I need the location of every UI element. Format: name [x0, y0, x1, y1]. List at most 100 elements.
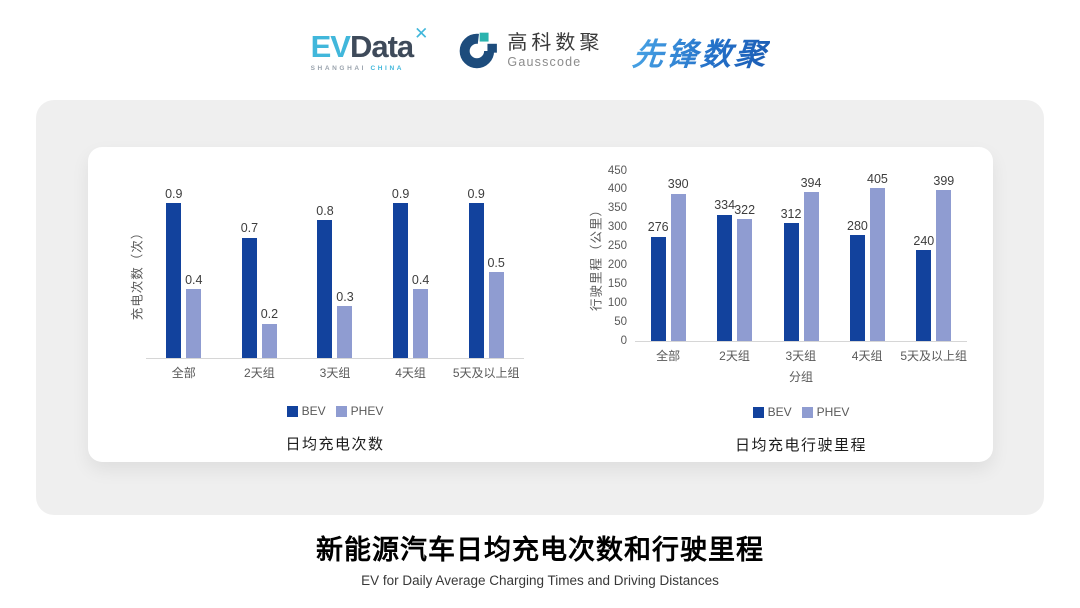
bar-column: 390: [667, 172, 689, 341]
bar-bev: [849, 235, 865, 341]
category-label: 4天组: [851, 349, 883, 363]
bar-column: 280: [847, 172, 868, 341]
legend-label: PHEV: [350, 404, 384, 418]
y-tick-label: 250: [607, 240, 627, 253]
legend-swatch: [286, 405, 298, 417]
bar-value-label: 0.2: [260, 307, 279, 322]
bar-value-label: 0.7: [240, 221, 259, 236]
axis-and-legend: 全部 2天组 3天组 4天组 5天及以上组 分组 BEV PHEV 日均充电行驶里程: [635, 342, 967, 455]
y-tick-label: 200: [607, 258, 627, 271]
bar-group: 0.7 0.2: [222, 187, 298, 358]
bar-column: 240: [913, 172, 934, 341]
legend: BEV PHEV: [635, 405, 967, 419]
category-label: 3天组: [785, 349, 817, 363]
footer: 新能源汽车日均充电次数和行驶里程 EV for Daily Average Ch…: [0, 528, 1080, 588]
bar-phev: [186, 289, 202, 358]
evdata-data-text: Data: [349, 28, 414, 64]
chart-daily-charging-times: 充电次数（次） 0.9 0.4 0.7 0.2 0.8 0.3 0.9 0.4 0.9 0.5 全部 2…: [126, 147, 524, 462]
gausscode-en-text: Gausscode: [507, 55, 582, 70]
bar-column: 322: [734, 172, 756, 341]
poster-subtitle: EV for Daily Average Charging Times and …: [361, 573, 719, 588]
bar-bev: [317, 220, 333, 358]
bar-phev: [413, 289, 429, 358]
charts-card: 充电次数（次） 0.9 0.4 0.7 0.2 0.8 0.3 0.9 0.4 0.9 0.5 全部 2…: [88, 147, 993, 462]
category-axis: 全部 2天组 3天组 4天组 5天及以上组: [146, 364, 524, 381]
bar-value-label: 0.4: [411, 272, 430, 287]
bar-value-label: 399: [933, 173, 955, 188]
legend-label: PHEV: [816, 405, 850, 419]
bar-group: 0.8 0.3: [297, 187, 373, 358]
y-tick-label: 0: [620, 334, 627, 347]
y-axis-ticks: 0 50 100 150 200 250 300 350 400 450: [605, 165, 635, 346]
bar-column: 0.9: [391, 186, 410, 358]
bar-value-label: 0.9: [391, 186, 410, 201]
y-axis-label: 行驶里程（公里）: [585, 172, 605, 342]
bar-column: 0.9: [165, 186, 183, 358]
legend-item-bev: BEV: [752, 405, 792, 419]
plot-row: 充电次数（次） 0.9 0.4 0.7 0.2 0.8 0.3 0.9 0.4 0.9 0.5: [126, 187, 524, 359]
category-label: 2天组: [719, 349, 750, 363]
y-axis-label-text: 充电次数（次）: [130, 225, 145, 321]
chart-title: 日均充电次数: [285, 436, 385, 453]
bar-group: 240 399: [901, 172, 967, 341]
bar-column: 0.4: [185, 187, 203, 358]
bar-value-label: 394: [800, 175, 822, 190]
axis-and-legend: 全部 2天组 3天组 4天组 5天及以上组 BEV PHEV 日均充电次数: [146, 359, 524, 454]
bar-phev: [261, 323, 277, 358]
bar-bev: [241, 237, 257, 358]
y-axis-label: 充电次数（次）: [126, 187, 146, 359]
bar-column: 0.8: [316, 187, 334, 358]
evdata-logo: EV Data ✕ SHANGHAI CHINA: [310, 25, 429, 72]
evdata-ev-text: EV: [310, 28, 351, 64]
category-label: 2天组: [244, 366, 275, 380]
poster-title: 新能源汽车日均充电次数和行驶里程: [316, 535, 764, 565]
bar-value-label: 280: [847, 218, 868, 233]
y-tick-label: 100: [607, 296, 627, 309]
bar-phev: [936, 190, 952, 341]
bar-bev: [916, 250, 932, 341]
bar-value-label: 390: [667, 177, 689, 192]
y-tick-label: 150: [607, 277, 627, 290]
bar-phev: [869, 188, 885, 341]
x-axis-label: 分组: [788, 370, 813, 384]
y-tick-label: 350: [607, 202, 627, 215]
legend-label: BEV: [767, 405, 792, 419]
chart-daily-driving-distance: 行驶里程（公里） 0 50 100 150 200 250 300 350 400 450 276 39…: [585, 147, 967, 462]
bar-group: 276 390: [635, 172, 701, 341]
bar-group: 280 405: [834, 172, 900, 341]
legend-swatch: [335, 405, 347, 417]
bar-phev: [670, 193, 686, 341]
legend: BEV PHEV: [146, 404, 524, 418]
bar-value-label: 312: [780, 206, 802, 221]
bar-bev: [717, 214, 733, 341]
plot-row: 行驶里程（公里） 0 50 100 150 200 250 300 350 400 450 276 39…: [585, 165, 967, 346]
bar-column: 0.7: [240, 187, 259, 358]
evdata-shanghai-text: SHANGHAI: [310, 64, 367, 72]
plot-area: 0.9 0.4 0.7 0.2 0.8 0.3 0.9 0.4 0.9 0.5: [146, 187, 524, 359]
category-label: 3天组: [319, 366, 351, 380]
legend-label: BEV: [301, 404, 326, 418]
bar-column: 312: [780, 172, 802, 341]
y-tick-label: 50: [614, 315, 627, 328]
bar-value-label: 405: [867, 171, 888, 186]
category-label: 4天组: [395, 366, 426, 380]
category-label: 5天及以上组: [900, 349, 967, 363]
outer-gray-card: 充电次数（次） 0.9 0.4 0.7 0.2 0.8 0.3 0.9 0.4 0.9 0.5 全部 2…: [36, 100, 1044, 515]
bar-value-label: 0.8: [316, 203, 334, 218]
bar-bev: [468, 203, 484, 358]
category-label: 全部: [171, 366, 196, 380]
y-axis-label-text: 行驶里程（公里）: [589, 202, 604, 312]
bar-value-label: 0.4: [185, 272, 203, 287]
bar-phev: [488, 272, 504, 358]
bar-group: 334 322: [701, 172, 767, 341]
bar-value-label: 0.5: [487, 255, 505, 270]
bar-bev: [166, 203, 182, 358]
plot-area: 276 390 334 322 312 394 280 405 240 399: [635, 172, 967, 342]
bar-column: 0.4: [411, 187, 430, 358]
bar-column: 0.3: [336, 187, 354, 358]
header-logo-row: EV Data ✕ SHANGHAI CHINA 高科数聚 Gausscode …: [0, 20, 1080, 82]
bar-value-label: 0.9: [165, 186, 183, 201]
bar-value-label: 276: [647, 220, 669, 235]
legend-item-bev: BEV: [286, 404, 326, 418]
bar-value-label: 322: [734, 202, 756, 217]
